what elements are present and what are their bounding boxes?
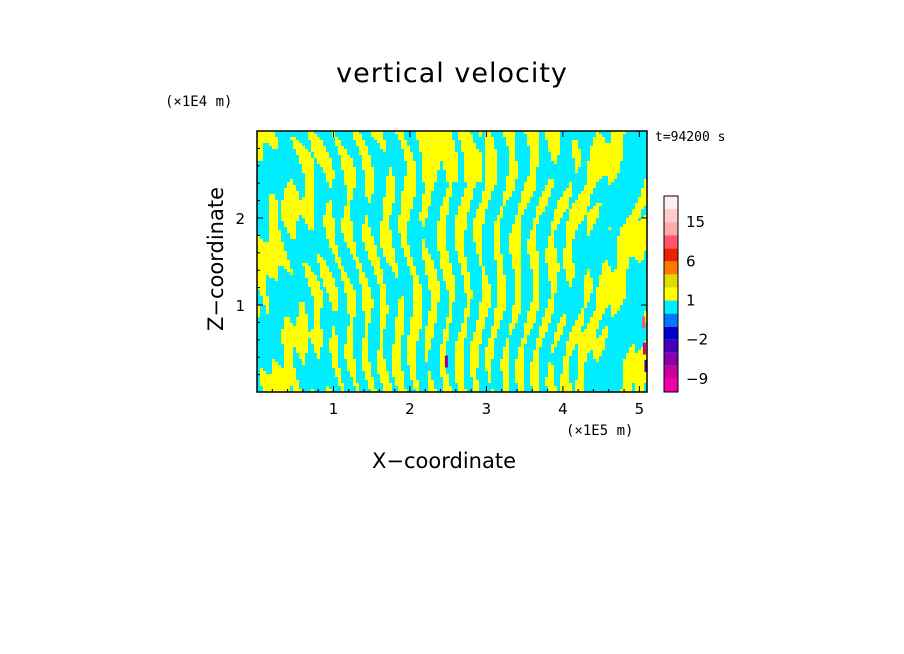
x-tick-label: 1 bbox=[329, 400, 339, 418]
colorbar-swatch bbox=[664, 222, 678, 236]
x-axis-ticks: 1 2 3 4 5 bbox=[271, 131, 645, 418]
field-extreme-spot bbox=[644, 359, 647, 372]
field-extreme-spot bbox=[444, 355, 448, 368]
x-axis-unit: (×1E5 m) bbox=[566, 423, 634, 439]
field-extreme-spot bbox=[642, 316, 646, 329]
y-tick-label: 1 bbox=[235, 297, 245, 315]
colorbar-swatch bbox=[664, 339, 678, 353]
colorbar-swatch bbox=[664, 378, 678, 392]
colorbar-swatch bbox=[664, 326, 678, 340]
colorbar-label: 1 bbox=[686, 292, 696, 310]
x-tick-label: 4 bbox=[558, 400, 568, 418]
x-axis-label: X−coordinate bbox=[372, 449, 516, 473]
colorbar-label: 15 bbox=[686, 213, 705, 231]
colorbar-swatch bbox=[664, 196, 678, 210]
colorbar-label: −9 bbox=[686, 370, 708, 388]
colorbar-swatch bbox=[664, 352, 678, 366]
colorbar: −9 −2 1 6 15 bbox=[663, 195, 708, 393]
colorbar-swatch bbox=[664, 313, 678, 327]
colorbar-label: 6 bbox=[686, 252, 696, 270]
colorbar-swatch bbox=[664, 261, 678, 275]
colorbar-swatch bbox=[664, 235, 678, 249]
velocity-field bbox=[257, 131, 647, 392]
x-tick-label: 2 bbox=[405, 400, 415, 418]
colorbar-swatch bbox=[664, 274, 678, 288]
field-extreme-spot bbox=[642, 342, 646, 355]
x-tick-label: 5 bbox=[635, 400, 645, 418]
chart-title: vertical velocity bbox=[336, 58, 568, 89]
y-tick-label: 2 bbox=[235, 210, 245, 228]
colorbar-swatch bbox=[664, 248, 678, 262]
x-tick-label: 3 bbox=[482, 400, 492, 418]
plot-frame bbox=[256, 130, 648, 393]
field-positive-regions bbox=[257, 131, 647, 392]
time-label: t=94200 s bbox=[655, 130, 726, 145]
colorbar-frame bbox=[663, 195, 679, 393]
colorbar-swatch bbox=[664, 300, 678, 314]
y-axis-ticks: 12 bbox=[235, 147, 647, 376]
colorbar-swatch bbox=[664, 287, 678, 301]
z-axis-unit: (×1E4 m) bbox=[165, 94, 233, 110]
colorbar-label: −2 bbox=[686, 331, 708, 349]
colorbar-swatch bbox=[664, 365, 678, 379]
colorbar-swatch bbox=[664, 209, 678, 223]
